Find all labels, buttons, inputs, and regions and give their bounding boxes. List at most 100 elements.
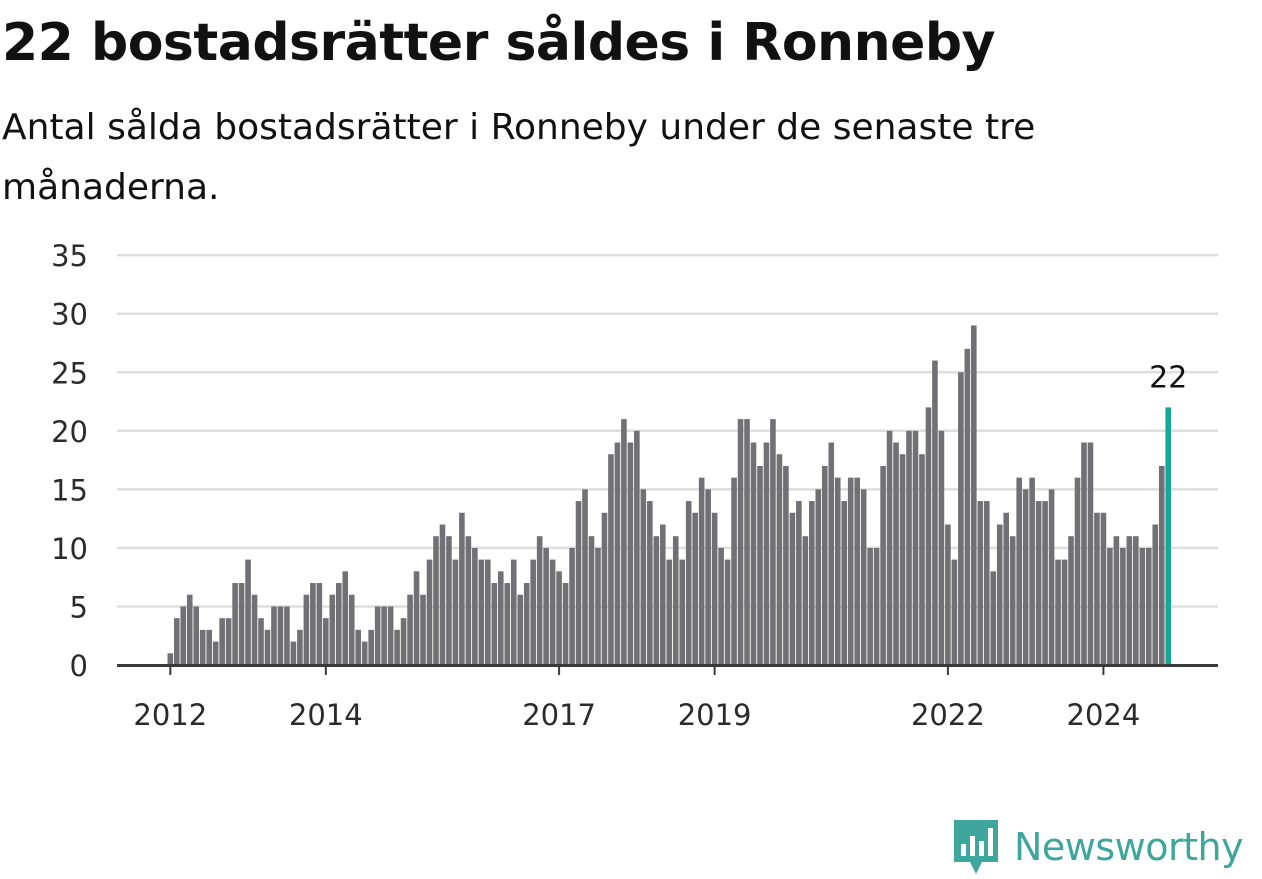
bar [271,606,277,665]
bar [277,606,284,665]
x-tick-label-2017: 2017 [522,698,596,732]
bar [744,419,750,665]
x-axis-tick-labels: 2012 2014 2017 2019 2022 2024 [133,698,1140,732]
bar [711,512,718,665]
bar [1126,536,1133,665]
y-tick-label-30: 30 [51,298,88,332]
bar [679,559,686,665]
bar [478,559,485,665]
bar [821,465,828,665]
bar [517,594,524,665]
x-tick-label-2019: 2019 [678,698,752,732]
y-tick-label-25: 25 [51,356,88,390]
y-axis-tick-labels: 0 5 10 15 20 25 30 35 [51,239,88,683]
bar [1068,536,1074,665]
bar [698,477,705,665]
bar [323,618,329,665]
bar [536,536,543,665]
bar [420,594,426,665]
bar [945,524,951,665]
bar [860,489,867,665]
bar [964,348,971,665]
bar [549,559,556,665]
x-tick-label-2024: 2024 [1067,698,1141,732]
bar [1022,489,1029,665]
bar [361,641,368,665]
bar [485,559,491,665]
bar [180,606,187,665]
bar [983,501,990,665]
bar [387,606,394,665]
bar [264,629,271,665]
bar [212,641,219,665]
bar [1152,524,1159,665]
bar [1061,559,1068,665]
bar [1074,477,1081,665]
bar [608,454,614,665]
bar [413,571,420,665]
bar [627,442,634,665]
brand-name: Newsworthy [1014,825,1244,869]
bar [167,653,174,665]
bars [167,325,1172,665]
bar [297,629,303,665]
bar [899,454,906,665]
bar [303,594,310,665]
bar [355,629,362,665]
bar [258,618,264,665]
bar [1107,547,1113,665]
bar [971,325,977,665]
bar [757,465,763,665]
bar [1009,536,1016,665]
bar [705,489,711,665]
bar [452,559,459,665]
bar [173,618,180,665]
bar [329,594,336,665]
bar [335,583,342,665]
bar [796,501,802,665]
bar [497,571,504,665]
x-axis [117,664,1218,675]
bar [232,583,238,665]
bar [925,407,932,665]
brand-logo-block: Newsworthy [950,815,1244,879]
bar [647,501,653,665]
bar [601,512,608,665]
bar [653,536,660,665]
bar [284,606,290,665]
bar [206,629,212,665]
bar [906,430,912,665]
bar [290,641,297,665]
y-tick-label-10: 10 [51,532,88,566]
bar [828,442,835,665]
bar [634,430,640,665]
bar [731,477,737,665]
bar [692,512,698,665]
bar [1081,442,1087,665]
bar [996,524,1003,665]
bar [951,559,958,665]
bar [368,629,374,665]
bar [1100,512,1107,665]
bar [1035,501,1042,665]
bar [1113,536,1120,665]
bar [186,594,193,665]
bar [562,583,569,665]
bar [433,536,439,665]
bar [472,547,478,665]
bar [459,512,465,665]
bar [1158,465,1165,665]
bar [737,419,744,665]
bar [958,372,964,665]
bar [1133,536,1139,665]
bar [886,430,893,665]
bar [595,547,601,665]
bar [491,583,498,665]
x-tick-label-2012: 2012 [133,698,207,732]
bar [1139,547,1146,665]
bar [1016,477,1022,665]
bar [1003,512,1010,665]
bar [1048,489,1055,665]
bar [374,606,381,665]
bar [523,583,530,665]
